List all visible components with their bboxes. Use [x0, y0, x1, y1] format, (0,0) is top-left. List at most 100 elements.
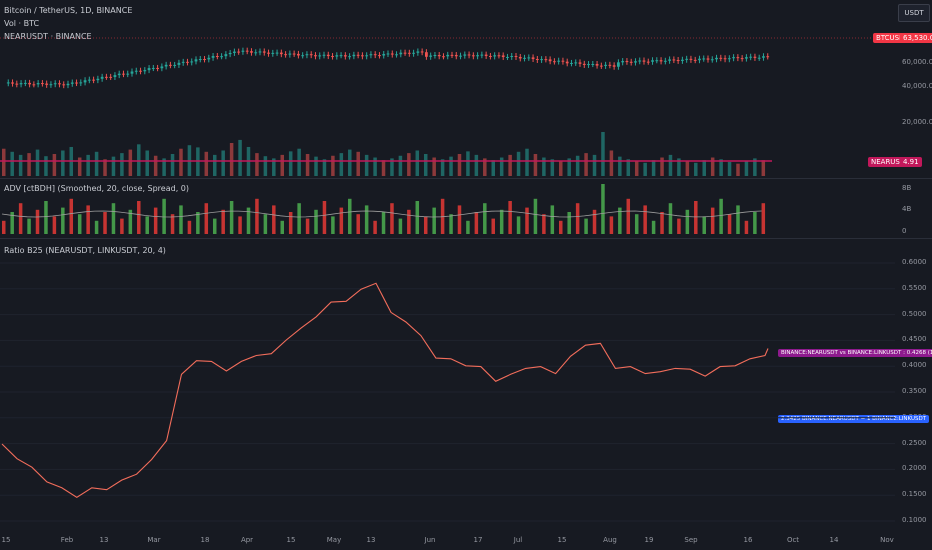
- candle-body: [62, 84, 66, 86]
- adv-bar: [297, 203, 301, 234]
- candle-body: [194, 59, 198, 62]
- candle-body: [100, 76, 104, 79]
- candle-body: [275, 52, 279, 54]
- candle-body: [309, 54, 313, 56]
- candle-body: [446, 54, 450, 57]
- adv-bar: [677, 218, 681, 234]
- adv-bar: [694, 201, 698, 234]
- date-axis-tick: Sep: [684, 536, 698, 544]
- volume-bar: [719, 159, 723, 176]
- candle-body: [757, 57, 761, 59]
- volume-bar: [423, 154, 428, 176]
- date-axis-tick: Nov: [880, 536, 894, 544]
- ratio-axis-tick: 0.2500: [902, 438, 927, 447]
- ratio-axis-tick: 0.3500: [902, 387, 927, 395]
- date-axis-tick: 17: [473, 536, 483, 544]
- pane-separator[interactable]: [0, 238, 932, 239]
- candle-body: [139, 70, 142, 72]
- volume-bar: [533, 154, 538, 176]
- candle-body: [151, 67, 155, 69]
- candle-body: [527, 57, 531, 59]
- candle-body: [130, 71, 134, 74]
- currency-button[interactable]: USDT: [898, 4, 930, 22]
- candle-body: [745, 57, 748, 59]
- candle-body: [215, 56, 219, 58]
- adv-bar: [94, 220, 99, 234]
- candle-body: [237, 51, 241, 53]
- btc-symbol-tag: BTCUSDT: [873, 33, 912, 43]
- volume-bar: [727, 161, 732, 176]
- candle-body: [15, 83, 19, 85]
- volume-bar: [35, 149, 40, 176]
- candle-body: [484, 54, 488, 56]
- adv-bar: [702, 216, 706, 234]
- candle-body: [279, 52, 283, 55]
- volume-bar: [162, 158, 166, 176]
- candle-body: [58, 83, 61, 85]
- candle-body: [706, 58, 710, 60]
- volume-bar: [626, 159, 631, 176]
- candle-body: [459, 55, 462, 57]
- candle-body: [335, 55, 339, 57]
- volume-bar: [550, 159, 555, 176]
- ratio-value-tag: BINANCE:NEARUSDT vs BINANCE:LINKUSDT : 0…: [778, 349, 932, 357]
- candle-body: [450, 54, 454, 56]
- volume-bar: [634, 161, 639, 176]
- price-axis-tick: 20,000.00: [902, 118, 932, 126]
- candle-body: [723, 58, 727, 60]
- candle-body: [352, 54, 356, 57]
- candle-body: [245, 50, 249, 52]
- adv-bar: [348, 198, 352, 234]
- volume-bar: [297, 148, 301, 176]
- adv-bar: [719, 198, 723, 234]
- volume-bar: [153, 155, 158, 176]
- adv-bar: [364, 205, 369, 234]
- adv-bar: [356, 214, 360, 234]
- volume-bar: [761, 160, 766, 176]
- near-symbol-tag: NEARUSDT: [868, 157, 913, 167]
- price-pane[interactable]: Bitcoin / TetherUS, 1D, BINANCE Vol · BT…: [0, 0, 932, 175]
- candle-body: [540, 59, 543, 61]
- candle-body: [531, 57, 535, 59]
- date-axis-tick: 15: [557, 536, 567, 544]
- candle-body: [612, 65, 616, 67]
- volume-bar: [736, 163, 740, 176]
- candle-body: [254, 52, 258, 54]
- candle-body: [698, 58, 701, 61]
- candle-body: [262, 51, 266, 53]
- volume-bar: [77, 157, 82, 176]
- adv-bar: [533, 198, 538, 234]
- candle-body: [442, 56, 445, 58]
- candle-body: [292, 53, 296, 55]
- candle-body: [134, 70, 138, 72]
- candle-body: [578, 62, 582, 64]
- candle-body: [156, 67, 159, 69]
- volume-bar: [94, 151, 99, 176]
- ratio-axis-tick: 0.5500: [902, 283, 927, 292]
- date-axis-tick: Oct: [786, 536, 800, 544]
- volume-bar: [280, 154, 285, 176]
- candle-body: [553, 61, 556, 63]
- candle-body: [506, 56, 509, 58]
- adv-bar: [499, 209, 504, 234]
- volume-bar: [466, 151, 470, 176]
- volume-bar: [2, 148, 6, 176]
- pane-separator[interactable]: [0, 178, 932, 179]
- adv-bar: [567, 212, 571, 234]
- candle-body: [105, 76, 108, 78]
- adv-bar: [27, 218, 31, 234]
- volume-bar: [457, 154, 462, 176]
- candle-body: [638, 60, 642, 62]
- candle-body: [361, 55, 364, 57]
- volume-bar: [567, 158, 571, 176]
- adv-bar: [491, 218, 495, 234]
- volume-bar: [643, 162, 647, 176]
- volume-bar: [584, 153, 588, 176]
- candle-body: [604, 64, 607, 66]
- adv-bar: [542, 214, 546, 234]
- adv-bar: [204, 203, 209, 234]
- volume-bar: [288, 151, 293, 176]
- ratio-axis-tick: 0.1000: [902, 516, 927, 524]
- candle-body: [305, 54, 309, 56]
